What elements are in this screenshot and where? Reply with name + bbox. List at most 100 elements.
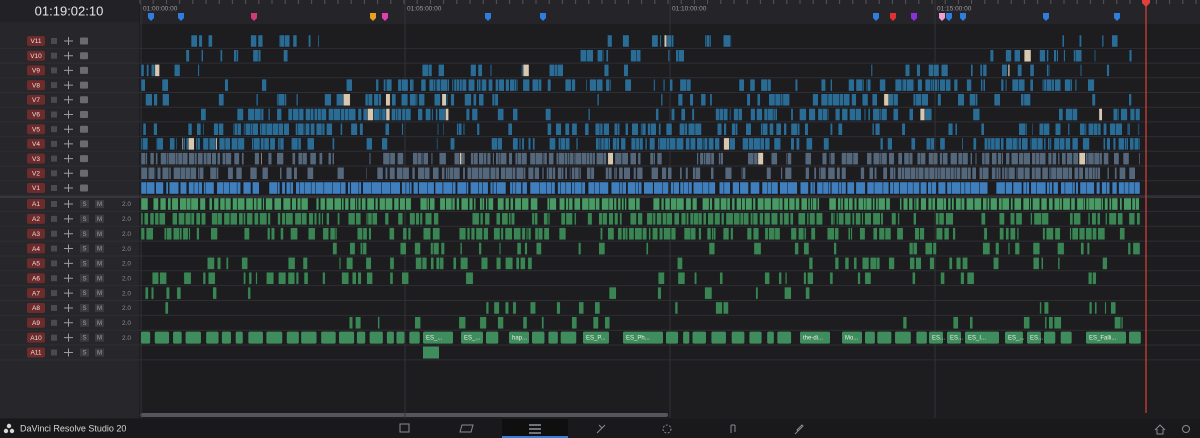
video-clip[interactable] xyxy=(1079,181,1088,195)
video-clip[interactable] xyxy=(1030,181,1037,195)
video-clip[interactable] xyxy=(780,167,783,180)
video-clip[interactable] xyxy=(231,137,239,151)
audio-clip[interactable] xyxy=(1104,301,1107,315)
audio-clip[interactable] xyxy=(982,197,988,211)
audio-clip[interactable] xyxy=(278,272,287,285)
video-clip[interactable] xyxy=(276,93,279,107)
video-clip[interactable] xyxy=(823,137,830,151)
audio-clip[interactable] xyxy=(532,331,545,344)
lock-button[interactable] xyxy=(51,349,57,356)
mute-button[interactable] xyxy=(95,318,104,327)
marker[interactable] xyxy=(939,13,945,21)
audio-clip[interactable] xyxy=(357,272,362,285)
video-clip[interactable] xyxy=(659,137,667,151)
video-clip[interactable] xyxy=(658,122,662,136)
video-clip[interactable] xyxy=(1047,152,1052,165)
video-clip[interactable] xyxy=(491,137,498,151)
video-clip[interactable] xyxy=(297,137,302,151)
video-clip[interactable] xyxy=(564,152,568,165)
video-clip[interactable] xyxy=(946,181,952,195)
audio-clip[interactable] xyxy=(243,212,246,226)
video-clip[interactable] xyxy=(362,108,368,121)
audio-clip[interactable] xyxy=(379,197,386,211)
audio-clip[interactable] xyxy=(217,257,221,270)
video-clip[interactable] xyxy=(411,167,416,180)
video-clip[interactable] xyxy=(456,181,467,195)
video-clip[interactable] xyxy=(310,122,315,136)
audio-clip[interactable] xyxy=(955,197,962,211)
video-clip[interactable] xyxy=(298,108,304,121)
video-clip[interactable] xyxy=(621,152,629,165)
video-clip[interactable] xyxy=(1053,137,1060,151)
audio-clip[interactable] xyxy=(475,227,483,240)
video-clip[interactable] xyxy=(660,93,663,107)
video-clip[interactable] xyxy=(202,137,209,151)
video-clip[interactable] xyxy=(401,122,404,136)
video-clip[interactable] xyxy=(616,137,620,151)
lock-button[interactable] xyxy=(51,319,57,326)
video-clip[interactable] xyxy=(574,181,583,195)
video-clip[interactable] xyxy=(827,167,836,180)
audio-clip[interactable] xyxy=(230,212,238,226)
audio-clip[interactable] xyxy=(670,197,677,211)
audio-clip[interactable] xyxy=(358,197,362,211)
audio-clip[interactable] xyxy=(943,197,947,211)
audio-clip[interactable] xyxy=(1027,331,1041,344)
video-clip[interactable] xyxy=(222,152,226,165)
video-clip[interactable] xyxy=(350,122,358,136)
video-clip[interactable] xyxy=(594,122,601,136)
video-clip[interactable] xyxy=(1047,137,1050,151)
video-clip[interactable] xyxy=(546,167,549,180)
audio-clip[interactable] xyxy=(914,227,920,240)
audio-clip[interactable] xyxy=(869,257,877,270)
audio-clip[interactable] xyxy=(329,227,336,240)
video-clip[interactable] xyxy=(548,167,553,180)
video-clip[interactable] xyxy=(984,152,990,165)
audio-clip[interactable] xyxy=(355,212,362,226)
video-clip[interactable] xyxy=(1017,137,1019,151)
audio-clip[interactable] xyxy=(1014,242,1020,255)
cut-page-icon[interactable] xyxy=(459,424,474,433)
audio-clip[interactable] xyxy=(173,331,182,344)
video-clip[interactable] xyxy=(140,152,146,165)
video-clip[interactable] xyxy=(597,49,603,62)
audio-clip[interactable] xyxy=(1054,197,1060,211)
video-clip[interactable] xyxy=(497,137,503,151)
audio-clip[interactable] xyxy=(1015,212,1023,226)
video-clip[interactable] xyxy=(1035,152,1040,165)
video-clip[interactable] xyxy=(528,137,532,151)
video-clip[interactable] xyxy=(994,137,1001,151)
video-clip[interactable] xyxy=(397,108,402,121)
audio-clip[interactable] xyxy=(725,212,734,226)
solo-button[interactable] xyxy=(80,303,89,312)
video-clip[interactable] xyxy=(805,167,810,180)
audio-clip[interactable] xyxy=(415,212,420,226)
audio-clip[interactable] xyxy=(1111,197,1118,211)
video-clip[interactable] xyxy=(596,93,600,107)
audio-clip[interactable] xyxy=(1057,242,1065,255)
video-clip[interactable] xyxy=(957,93,965,107)
video-clip[interactable] xyxy=(603,122,610,136)
solo-button[interactable] xyxy=(80,333,89,342)
video-clip[interactable] xyxy=(666,137,670,151)
lock-button[interactable] xyxy=(51,304,57,311)
video-clip[interactable] xyxy=(1054,78,1061,92)
audio-clip[interactable] xyxy=(547,212,551,226)
video-clip[interactable] xyxy=(586,152,590,165)
video-clip[interactable] xyxy=(1079,34,1082,48)
video-clip[interactable] xyxy=(296,93,299,107)
video-clip[interactable] xyxy=(771,152,778,165)
audio-clip[interactable] xyxy=(479,197,483,211)
marker[interactable] xyxy=(890,13,896,21)
audio-clip[interactable] xyxy=(674,301,678,315)
video-clip[interactable] xyxy=(554,64,558,77)
video-clip[interactable] xyxy=(1118,137,1125,151)
video-clip[interactable] xyxy=(662,181,669,195)
video-clip[interactable] xyxy=(1120,108,1128,121)
audio-clip[interactable] xyxy=(206,331,219,344)
audio-clip[interactable] xyxy=(803,272,807,285)
audio-clip[interactable] xyxy=(622,227,626,240)
video-clip[interactable] xyxy=(428,78,435,92)
audio-clip[interactable] xyxy=(435,257,440,270)
video-clip[interactable] xyxy=(772,108,776,121)
